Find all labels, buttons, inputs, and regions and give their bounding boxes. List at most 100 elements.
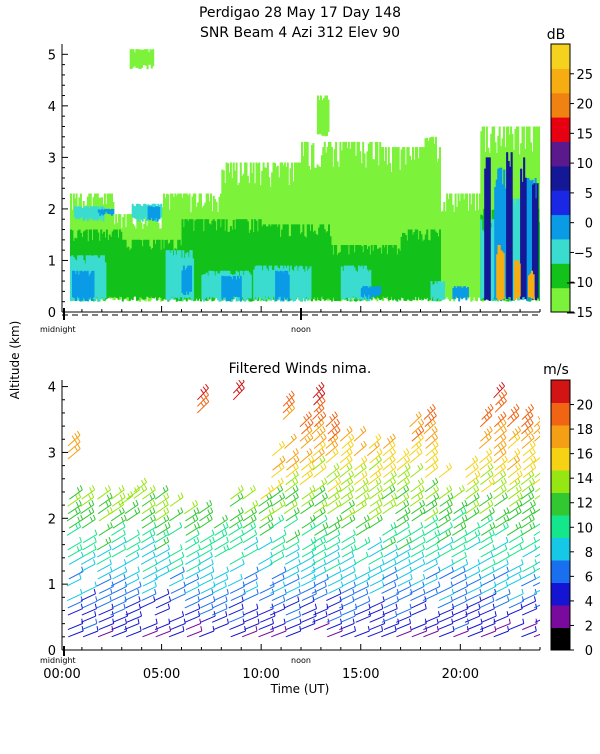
snr-cell bbox=[449, 193, 451, 302]
wind-barb bbox=[284, 481, 299, 493]
snr-cell bbox=[396, 254, 399, 302]
wind-barb bbox=[154, 608, 170, 616]
wind-barb bbox=[465, 563, 480, 573]
wind-barb bbox=[479, 415, 493, 428]
snr-cell bbox=[284, 270, 287, 300]
wind-barb bbox=[521, 630, 537, 638]
wind-barb-flag bbox=[436, 544, 440, 550]
wind-barb-flag bbox=[179, 522, 183, 528]
snr-cell bbox=[251, 219, 254, 302]
snr-cell bbox=[399, 250, 402, 301]
snr-cell bbox=[141, 49, 143, 68]
snr-cell bbox=[452, 287, 455, 299]
wind-barb bbox=[126, 489, 140, 500]
wind-barb-flag bbox=[197, 522, 200, 528]
snr-cell bbox=[97, 257, 100, 301]
wind-barb-flag bbox=[436, 492, 440, 498]
snr-cell bbox=[393, 245, 396, 300]
wind-barb bbox=[340, 474, 355, 486]
wind-barb-flag bbox=[519, 470, 523, 476]
snr-cell bbox=[427, 140, 430, 174]
wind-barb bbox=[169, 511, 184, 522]
wind-barb-flag bbox=[310, 524, 313, 529]
wind-barb-flag bbox=[225, 603, 228, 609]
wind-barb bbox=[452, 593, 468, 602]
snr-cell bbox=[497, 168, 500, 298]
wind-barb-flag bbox=[334, 411, 338, 417]
snr-cell bbox=[404, 164, 407, 301]
wind-barb-flag bbox=[200, 625, 203, 632]
wind-barb-flag bbox=[420, 418, 425, 424]
wind-barb-flag bbox=[79, 544, 83, 550]
wind-barb-flag bbox=[105, 538, 109, 544]
snr-colorbar-segment bbox=[551, 238, 570, 264]
wind-barb-flag bbox=[124, 588, 127, 594]
snr-cell bbox=[531, 270, 534, 299]
wind-barb-flag bbox=[419, 509, 423, 515]
wind-barb-flag bbox=[434, 426, 438, 431]
wind-barb bbox=[478, 519, 493, 529]
snr-y-tick-label: 3 bbox=[48, 151, 56, 166]
wind-barb-flag bbox=[296, 536, 300, 542]
snr-cell bbox=[325, 95, 328, 136]
x-tick-label: 00:00 bbox=[43, 667, 80, 682]
snr-cell bbox=[465, 288, 468, 301]
wind-barb-flag bbox=[420, 462, 424, 468]
wind-barb bbox=[451, 548, 466, 558]
wind-barb bbox=[184, 600, 200, 609]
snr-cell bbox=[400, 149, 403, 298]
wind-barb-flag bbox=[549, 611, 550, 616]
wind-barb-flag bbox=[334, 494, 338, 500]
wind-barb-flag bbox=[349, 455, 353, 461]
wind-colorbar-label: 18 bbox=[576, 423, 593, 438]
wind-barb-flag bbox=[337, 529, 341, 535]
wind-barb bbox=[69, 489, 83, 500]
snr-cell bbox=[242, 219, 245, 301]
snr-cell bbox=[306, 224, 309, 300]
snr-cell bbox=[447, 199, 450, 300]
wind-barb-flag bbox=[365, 477, 369, 483]
wind-barb-flag bbox=[494, 611, 497, 617]
wind-barb-flag bbox=[539, 472, 540, 474]
wind-barb-flag bbox=[74, 433, 78, 438]
wind-barb bbox=[112, 615, 128, 623]
snr-cell bbox=[88, 208, 91, 218]
wind-barb bbox=[425, 585, 441, 594]
wind-barb bbox=[422, 593, 438, 602]
wind-barb-flag bbox=[376, 501, 380, 507]
wind-barb bbox=[184, 608, 200, 616]
snr-cell bbox=[305, 141, 308, 299]
wind-colorbar-segment bbox=[551, 380, 570, 403]
wind-barb bbox=[437, 623, 453, 631]
snr-cell bbox=[195, 219, 198, 299]
wind-barb-flag bbox=[531, 477, 536, 483]
wind-colorbar-segment bbox=[551, 515, 570, 538]
snr-colorbar-segment bbox=[551, 68, 570, 94]
wind-barb-flag bbox=[225, 596, 228, 602]
wind-barb bbox=[98, 623, 114, 631]
wind-barb bbox=[154, 489, 169, 500]
wind-barb-flag bbox=[110, 588, 113, 594]
snr-cell bbox=[82, 272, 85, 298]
wind-barb-flag bbox=[95, 618, 98, 624]
snr-cell bbox=[89, 273, 92, 298]
wind-barb-flag bbox=[521, 559, 524, 565]
snr-cell bbox=[350, 265, 353, 298]
wind-barb bbox=[411, 437, 424, 449]
wind-barb bbox=[141, 519, 156, 529]
wind-barb-flag bbox=[94, 536, 97, 542]
wind-barb-flag bbox=[379, 514, 383, 520]
wind-barb bbox=[480, 578, 496, 587]
wind-barb bbox=[480, 630, 496, 638]
snr-cell bbox=[487, 157, 490, 300]
wind-barb-flag bbox=[318, 391, 323, 397]
wind-barb-flag bbox=[435, 440, 439, 446]
wind-barb-flag bbox=[121, 507, 125, 513]
wind-barb bbox=[184, 519, 199, 529]
snr-cell bbox=[424, 147, 427, 299]
snr-cell bbox=[99, 210, 102, 216]
wind-barb bbox=[243, 541, 259, 551]
snr-cell bbox=[409, 155, 412, 301]
wind-barb-flag bbox=[479, 596, 482, 602]
